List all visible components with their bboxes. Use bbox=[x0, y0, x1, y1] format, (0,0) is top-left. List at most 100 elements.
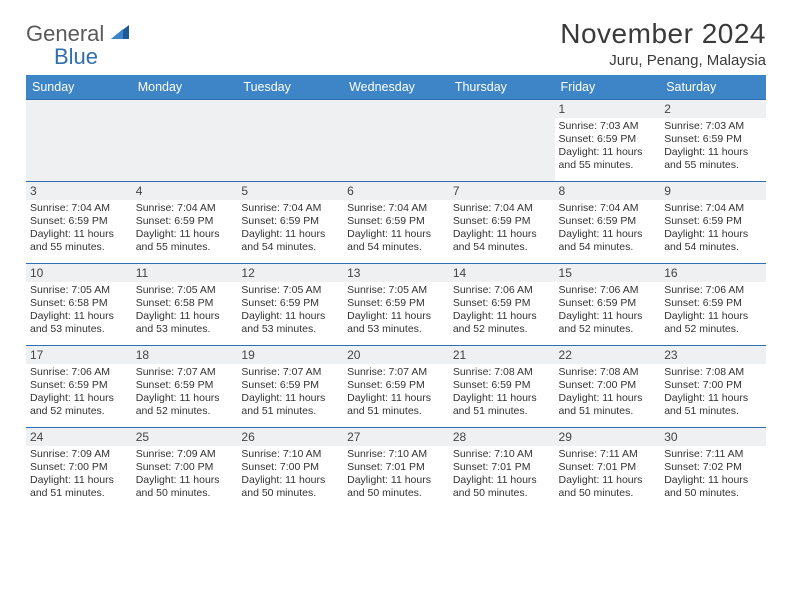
day-detail: Sunrise: 7:04 AMSunset: 6:59 PMDaylight:… bbox=[664, 202, 762, 255]
day-cell: 20Sunrise: 7:07 AMSunset: 6:59 PMDayligh… bbox=[343, 345, 449, 427]
day-cell bbox=[237, 99, 343, 181]
day-cell: 30Sunrise: 7:11 AMSunset: 7:02 PMDayligh… bbox=[660, 427, 766, 509]
day-cell bbox=[449, 99, 555, 181]
week-row: 3Sunrise: 7:04 AMSunset: 6:59 PMDaylight… bbox=[26, 181, 766, 263]
day-cell: 6 Sunrise: 7:04 AMSunset: 6:59 PMDaylight… bbox=[343, 181, 449, 263]
day-detail: Sunrise: 7:04 AMSunset: 6:59 PMDaylight:… bbox=[136, 202, 234, 255]
day-number: 19 bbox=[237, 346, 343, 364]
day-number: 25 bbox=[132, 428, 238, 446]
day-detail: Sunrise: 7:03 AMSunset: 6:59 PMDaylight:… bbox=[664, 120, 762, 173]
day-cell: 8 Sunrise: 7:04 AMSunset: 6:59 PMDaylight… bbox=[555, 181, 661, 263]
day-cell bbox=[343, 99, 449, 181]
day-cell: 14 Sunrise: 7:06 AMSunset: 6:59 PMDayligh… bbox=[449, 263, 555, 345]
day-detail: Sunrise: 7:04 AMSunset: 6:59 PMDaylight:… bbox=[30, 202, 128, 255]
day-detail: Sunrise: 7:05 AMSunset: 6:59 PMDaylight:… bbox=[241, 284, 339, 337]
day-cell: 2 Sunrise: 7:03 AMSunset: 6:59 PMDaylight… bbox=[660, 99, 766, 181]
day-detail: Sunrise: 7:08 AMSunset: 6:59 PMDaylight:… bbox=[453, 366, 551, 419]
day-cell: 23 Sunrise: 7:08 AMSunset: 7:00 PMDayligh… bbox=[660, 345, 766, 427]
day-cell: 19Sunrise: 7:07 AMSunset: 6:59 PMDayligh… bbox=[237, 345, 343, 427]
day-number: 11 bbox=[132, 264, 238, 282]
day-cell: 18 Sunrise: 7:07 AMSunset: 6:59 PMDayligh… bbox=[132, 345, 238, 427]
day-detail: Sunrise: 7:05 AMSunset: 6:59 PMDaylight:… bbox=[347, 284, 445, 337]
day-header-row: SundayMondayTuesdayWednesdayThursdayFrid… bbox=[26, 75, 766, 99]
day-detail: Sunrise: 7:04 AMSunset: 6:59 PMDaylight:… bbox=[241, 202, 339, 255]
day-number: 23 bbox=[660, 346, 766, 364]
day-header: Sunday bbox=[26, 75, 132, 99]
day-number: 8 bbox=[555, 182, 661, 200]
day-number: 2 bbox=[660, 100, 766, 118]
location-label: Juru, Penang, Malaysia bbox=[560, 52, 766, 69]
day-detail: Sunrise: 7:06 AMSunset: 6:59 PMDaylight:… bbox=[664, 284, 762, 337]
day-cell: 21 Sunrise: 7:08 AMSunset: 6:59 PMDayligh… bbox=[449, 345, 555, 427]
day-cell: 25 Sunrise: 7:09 AMSunset: 7:00 PMDayligh… bbox=[132, 427, 238, 509]
day-number: 5 bbox=[237, 182, 343, 200]
day-cell: 5 Sunrise: 7:04 AMSunset: 6:59 PMDaylight… bbox=[237, 181, 343, 263]
day-number: 18 bbox=[132, 346, 238, 364]
week-row: 10 Sunrise: 7:05 AMSunset: 6:58 PMDayligh… bbox=[26, 263, 766, 345]
day-cell: 4Sunrise: 7:04 AMSunset: 6:59 PMDaylight… bbox=[132, 181, 238, 263]
calendar-table: SundayMondayTuesdayWednesdayThursdayFrid… bbox=[26, 75, 766, 509]
day-cell: 13 Sunrise: 7:05 AMSunset: 6:59 PMDayligh… bbox=[343, 263, 449, 345]
day-number: 1 bbox=[555, 100, 661, 118]
day-detail: Sunrise: 7:10 AMSunset: 7:00 PMDaylight:… bbox=[241, 448, 339, 501]
day-detail: Sunrise: 7:11 AMSunset: 7:01 PMDaylight:… bbox=[559, 448, 657, 501]
day-number: 17 bbox=[26, 346, 132, 364]
day-detail: Sunrise: 7:07 AMSunset: 6:59 PMDaylight:… bbox=[136, 366, 234, 419]
week-row: 24Sunrise: 7:09 AMSunset: 7:00 PMDayligh… bbox=[26, 427, 766, 509]
logo-text-blue: Blue bbox=[26, 44, 98, 69]
day-detail: Sunrise: 7:09 AMSunset: 7:00 PMDaylight:… bbox=[136, 448, 234, 501]
day-detail: Sunrise: 7:05 AMSunset: 6:58 PMDaylight:… bbox=[30, 284, 128, 337]
day-detail: Sunrise: 7:08 AMSunset: 7:00 PMDaylight:… bbox=[664, 366, 762, 419]
day-number: 12 bbox=[237, 264, 343, 282]
day-number: 24 bbox=[26, 428, 132, 446]
week-row: 1Sunrise: 7:03 AMSunset: 6:59 PMDaylight… bbox=[26, 99, 766, 181]
title-block: November 2024 Juru, Penang, Malaysia bbox=[560, 18, 766, 69]
day-header: Monday bbox=[132, 75, 238, 99]
day-cell: 11Sunrise: 7:05 AMSunset: 6:58 PMDayligh… bbox=[132, 263, 238, 345]
day-header: Saturday bbox=[660, 75, 766, 99]
day-detail: Sunrise: 7:04 AMSunset: 6:59 PMDaylight:… bbox=[453, 202, 551, 255]
day-number: 29 bbox=[555, 428, 661, 446]
day-cell: 7 Sunrise: 7:04 AMSunset: 6:59 PMDaylight… bbox=[449, 181, 555, 263]
day-detail: Sunrise: 7:10 AMSunset: 7:01 PMDaylight:… bbox=[347, 448, 445, 501]
day-cell: 15Sunrise: 7:06 AMSunset: 6:59 PMDayligh… bbox=[555, 263, 661, 345]
day-detail: Sunrise: 7:04 AMSunset: 6:59 PMDaylight:… bbox=[347, 202, 445, 255]
header-row: General Blue November 2024 Juru, Penang,… bbox=[26, 18, 766, 69]
day-number: 7 bbox=[449, 182, 555, 200]
day-header: Thursday bbox=[449, 75, 555, 99]
day-detail: Sunrise: 7:03 AMSunset: 6:59 PMDaylight:… bbox=[559, 120, 657, 173]
day-number: 22 bbox=[555, 346, 661, 364]
day-number: 21 bbox=[449, 346, 555, 364]
month-title: November 2024 bbox=[560, 18, 766, 50]
day-detail: Sunrise: 7:04 AMSunset: 6:59 PMDaylight:… bbox=[559, 202, 657, 255]
day-number: 14 bbox=[449, 264, 555, 282]
logo-text-block: General Blue bbox=[26, 22, 131, 69]
day-detail: Sunrise: 7:06 AMSunset: 6:59 PMDaylight:… bbox=[453, 284, 551, 337]
day-number: 10 bbox=[26, 264, 132, 282]
day-cell: 16 Sunrise: 7:06 AMSunset: 6:59 PMDayligh… bbox=[660, 263, 766, 345]
day-cell bbox=[26, 99, 132, 181]
day-number: 26 bbox=[237, 428, 343, 446]
day-header: Friday bbox=[555, 75, 661, 99]
day-number: 6 bbox=[343, 182, 449, 200]
day-cell: 9Sunrise: 7:04 AMSunset: 6:59 PMDaylight… bbox=[660, 181, 766, 263]
day-number: 15 bbox=[555, 264, 661, 282]
day-cell bbox=[132, 99, 238, 181]
day-cell: 3Sunrise: 7:04 AMSunset: 6:59 PMDaylight… bbox=[26, 181, 132, 263]
day-cell: 12 Sunrise: 7:05 AMSunset: 6:59 PMDayligh… bbox=[237, 263, 343, 345]
logo-text-general: General bbox=[26, 21, 104, 46]
logo: General Blue bbox=[26, 18, 131, 69]
day-number: 28 bbox=[449, 428, 555, 446]
day-number: 20 bbox=[343, 346, 449, 364]
day-cell: 28Sunrise: 7:10 AMSunset: 7:01 PMDayligh… bbox=[449, 427, 555, 509]
day-cell: 29 Sunrise: 7:11 AMSunset: 7:01 PMDayligh… bbox=[555, 427, 661, 509]
day-detail: Sunrise: 7:11 AMSunset: 7:02 PMDaylight:… bbox=[664, 448, 762, 501]
day-header: Tuesday bbox=[237, 75, 343, 99]
day-number: 13 bbox=[343, 264, 449, 282]
day-cell: 24 Sunrise: 7:09 AMSunset: 7:00 PMDayligh… bbox=[26, 427, 132, 509]
day-number: 16 bbox=[660, 264, 766, 282]
day-detail: Sunrise: 7:09 AMSunset: 7:00 PMDaylight:… bbox=[30, 448, 128, 501]
day-cell: 1 Sunrise: 7:03 AMSunset: 6:59 PMDaylight… bbox=[555, 99, 661, 181]
day-cell: 10 Sunrise: 7:05 AMSunset: 6:58 PMDayligh… bbox=[26, 263, 132, 345]
day-detail: Sunrise: 7:06 AMSunset: 6:59 PMDaylight:… bbox=[30, 366, 128, 419]
